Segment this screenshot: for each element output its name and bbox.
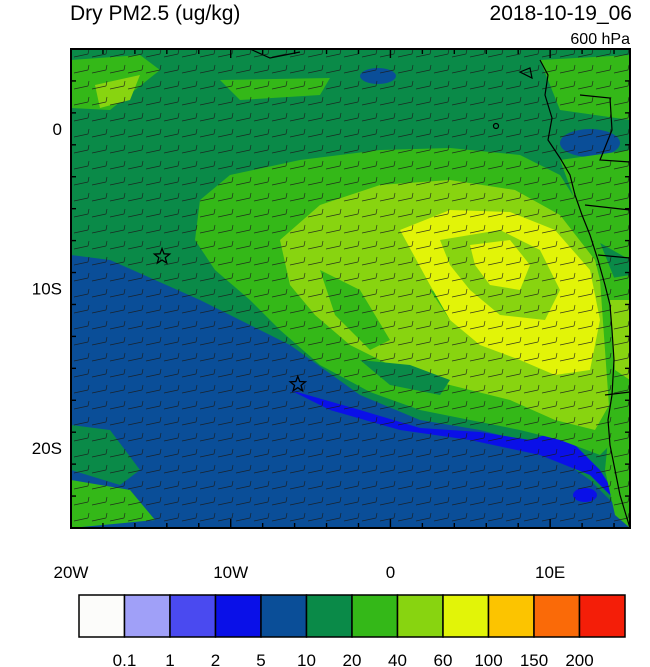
- station-markers: [152, 246, 308, 393]
- lon-tick-label: 20W: [54, 563, 89, 582]
- colorbar-label: 0.1: [113, 651, 137, 667]
- colorbar-label: 2: [211, 651, 220, 667]
- colorbar-swatch: [487, 594, 535, 638]
- colorbar-label: 10: [297, 651, 316, 667]
- concentration-field: [71, 49, 630, 528]
- colorbar-label: 60: [434, 651, 453, 667]
- datetime-title: 2018-10-19_06: [489, 2, 632, 25]
- colorbar-swatch: [533, 594, 581, 638]
- colorbar-swatch: [260, 594, 308, 638]
- colorbar-swatch: [351, 594, 399, 638]
- colorbar-label: 200: [565, 651, 593, 667]
- colorbar-label: 1: [165, 651, 174, 667]
- lat-tick-label: 0: [53, 120, 62, 139]
- colorbar-swatch: [169, 594, 217, 638]
- colorbar-swatch: [214, 594, 262, 638]
- colorbar: 0.1 1 2 5 10 20 40 60 100 150 200: [78, 594, 626, 667]
- colorbar-label: 100: [474, 651, 502, 667]
- coastline: [249, 49, 630, 528]
- variable-title: Dry PM2.5 (ug/kg): [70, 2, 241, 25]
- plot-frame: [70, 48, 631, 529]
- lon-tick-label: 0: [386, 563, 395, 582]
- lat-tick-label: 10S: [32, 280, 62, 299]
- colorbar-swatch: [442, 594, 490, 638]
- axis-tick-labels: 20W 10W 0 10E 0 10S 20S: [32, 120, 566, 582]
- colorbar-swatch: [123, 594, 171, 638]
- colorbar-swatch: [578, 594, 626, 638]
- colorbar-swatch: [396, 594, 444, 638]
- star-marker-1: [152, 246, 172, 265]
- colorbar-label: 20: [343, 651, 362, 667]
- star-marker-2: [288, 374, 308, 393]
- colorbar-swatch: [305, 594, 353, 638]
- lon-tick-label: 10W: [213, 563, 248, 582]
- axis-ticks: [70, 48, 630, 529]
- colorbar-swatch: [78, 594, 126, 638]
- lat-tick-label: 20S: [32, 439, 62, 458]
- pressure-level-label: 600 hPa: [570, 31, 630, 48]
- colorbar-label: 150: [520, 651, 548, 667]
- colorbar-label: 5: [256, 651, 265, 667]
- lon-tick-label: 10E: [535, 563, 565, 582]
- colorbar-label: 40: [388, 651, 407, 667]
